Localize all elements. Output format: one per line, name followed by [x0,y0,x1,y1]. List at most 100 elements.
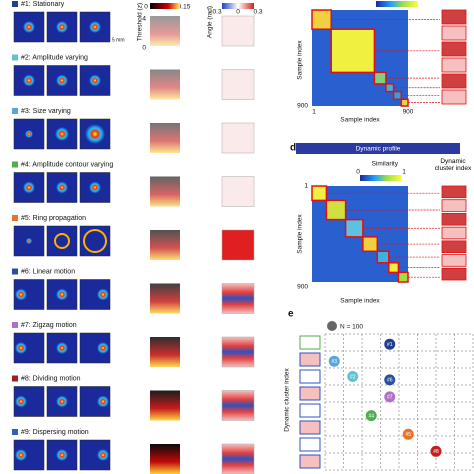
blob [56,74,68,87]
angle-map [221,122,255,154]
row-label: #2: Amplitude varying [21,54,88,61]
axis-label: Threshold (z) [137,3,144,41]
blob [56,449,68,461]
tick: 4 [142,16,146,23]
legend-text: N = 100 [340,324,363,331]
block [330,28,376,74]
row-swatch [12,429,18,435]
panel-right: Threshold (z) 0 0.15 4 0 Angle (rad) -0.… [137,1,474,471]
row-label: #7: Zigzag motion [21,322,77,329]
cluster-icon [299,454,321,469]
threshold-map [150,230,180,260]
cbar-label: Similarity [372,161,399,168]
thumb [46,118,78,150]
angle-map [221,69,255,100]
bubble-label: #2 [350,374,356,380]
cluster-thumb [441,267,467,281]
blob [26,238,32,244]
cluster-icon [299,335,321,350]
colorbar [222,3,254,9]
blob [56,288,68,301]
angle-map [221,443,255,474]
cbar-label: -0.3 [210,9,222,16]
blob [15,342,27,354]
blob [15,288,27,301]
cluster-thumb [441,9,467,25]
legend-bubble [327,321,337,331]
angle-map [221,336,255,368]
block [362,236,379,253]
cluster-icon [299,352,321,367]
threshold-map [150,444,180,474]
cluster-icon [299,403,321,418]
cluster-icon [299,420,321,435]
tick: 0 [142,45,146,52]
bubble-label: #3 [331,359,337,365]
cluster-icon [299,437,321,452]
blob [89,181,101,194]
angle-map [221,283,255,314]
bubble [384,338,396,350]
tick: 1 [304,183,308,190]
colorbar [376,1,418,7]
colorbar [150,3,180,9]
cluster-icon [299,386,321,401]
blob [97,288,109,301]
bubble-label: #4 [368,413,374,419]
blob [23,21,35,33]
cluster-thumb [441,73,467,89]
angle-map [221,176,255,207]
blob [83,229,107,253]
cluster-label-text: Dynamic cluster index [434,158,472,172]
blob [89,74,101,87]
axis-label: Sample index [297,40,304,80]
bubble [365,410,377,422]
bubble-label: #5 [405,432,411,438]
blob [56,395,68,408]
block [400,98,409,107]
block [397,271,409,283]
blob [54,233,70,249]
angle-map [221,229,255,261]
blob [85,124,105,144]
axis-label: Angle (rad) [207,6,214,38]
axis-label: Sample index [340,298,380,305]
cluster-thumb [441,185,467,199]
threshold-map [150,283,180,314]
blob [23,74,35,87]
blob [25,130,33,138]
row-label: #8: Dividing motion [21,375,81,382]
blob [15,395,27,408]
header-bar [296,143,460,154]
block [344,218,364,238]
row-label: #1: Stationary [21,1,65,8]
axis-label: Sample index [340,117,380,124]
thumb [46,225,78,257]
blob [56,342,68,354]
block [376,250,390,264]
bubble-label: #6 [387,378,393,384]
block [311,9,332,30]
row-swatch [12,1,18,7]
cluster-thumb [441,25,467,41]
row-label: #3: Size varying [21,108,71,115]
cluster-thumb [441,213,467,226]
block [373,71,387,85]
block [388,262,400,274]
block [311,185,328,202]
blob [97,342,109,354]
block [392,90,403,101]
bubble [328,355,340,367]
row-label: #6: Linear motion [21,268,75,275]
angle-map [221,390,255,421]
blob [97,395,109,408]
threshold-map [150,337,180,367]
cbar-label: 1 [402,169,406,176]
bubble [347,371,359,382]
cluster-thumb [441,240,467,253]
blob [56,181,68,194]
bubble [384,391,396,403]
row-swatch [12,108,18,114]
row-swatch [12,375,18,382]
